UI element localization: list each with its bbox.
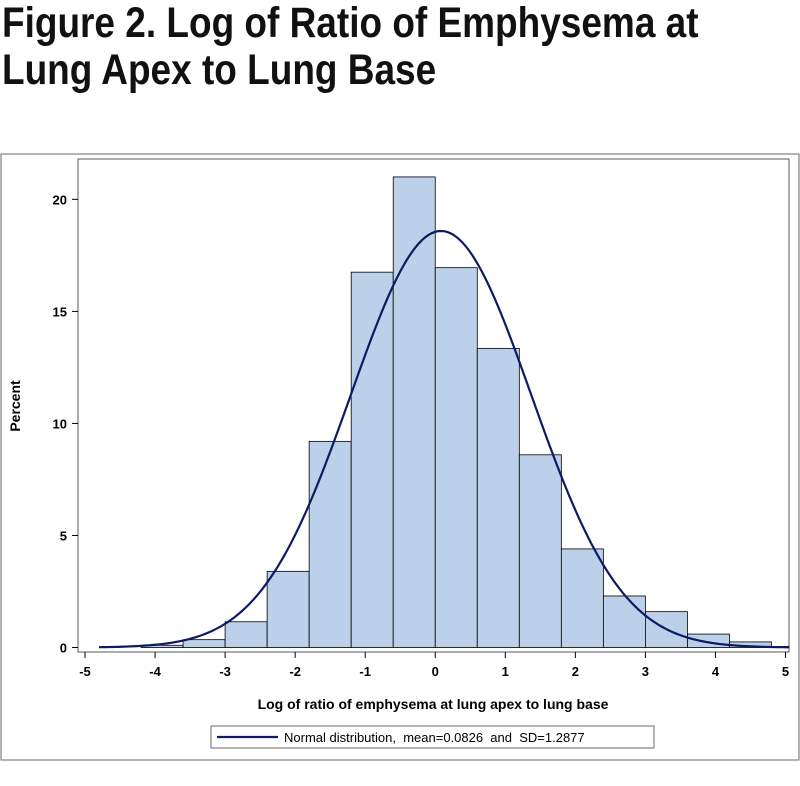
bars-group (140, 176, 790, 648)
x-tick-label: -5 (79, 664, 91, 679)
x-axis-label: Log of ratio of emphysema at lung apex t… (258, 696, 609, 712)
histogram-bar-2 (182, 639, 226, 648)
x-axis-ticks: -5 -4 -3 -2 -1 0 1 2 3 4 5 (79, 652, 789, 679)
figure-title: Figure 2. Log of Ratio of Emphysema at L… (2, 0, 699, 94)
y-axis-label: Percent (7, 380, 23, 432)
legend-label: Normal distribution, mean=0.0826 and SD=… (284, 730, 585, 745)
histogram-bar-4 (266, 570, 310, 648)
x-tick-label: 5 (782, 664, 789, 679)
x-tick-label: -1 (359, 664, 371, 679)
y-tick-label: 10 (53, 416, 67, 431)
x-tick-label: 2 (572, 664, 579, 679)
histogram-bar-14 (687, 633, 730, 648)
x-tick-label: 1 (502, 664, 509, 679)
y-tick-label: 20 (53, 192, 67, 207)
legend-box (210, 725, 655, 749)
y-tick-label: 0 (60, 641, 67, 656)
histogram-bar-10 (518, 454, 562, 648)
legend: Normal distribution, mean=0.0826 and SD=… (210, 725, 655, 749)
x-tick-label: -4 (149, 664, 161, 679)
plot-frame (77, 158, 790, 653)
figure-title-line-2: Lung Apex to Lung Base (2, 46, 437, 94)
histogram-bar-8 (434, 267, 478, 648)
histogram-bar-5 (308, 440, 352, 648)
figure-title-line-1: Figure 2. Log of Ratio of Emphysema at (2, 0, 699, 47)
histogram-bar-11 (560, 548, 604, 648)
y-tick-label: 15 (53, 304, 67, 319)
x-tick-label: 3 (642, 664, 649, 679)
normal-curve (98, 229, 790, 649)
histogram-bar-9 (476, 347, 520, 648)
histogram-bar-12 (602, 595, 646, 648)
x-tick-label: -2 (289, 664, 301, 679)
histogram-bar-6 (350, 271, 394, 648)
y-axis-ticks: 0 5 10 15 20 (53, 192, 78, 656)
x-tick-label: 4 (712, 664, 720, 679)
histogram-bar-3 (224, 621, 268, 648)
x-tick-label: 0 (432, 664, 439, 679)
y-tick-label: 5 (60, 528, 67, 543)
x-tick-label: -3 (219, 664, 231, 679)
outer-frame (0, 153, 800, 761)
